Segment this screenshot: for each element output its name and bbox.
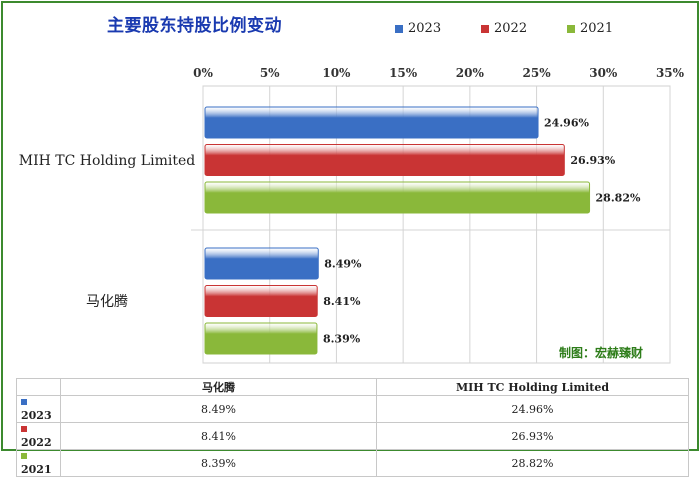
chart-title: 主要股东持股比例变动 (107, 16, 282, 36)
legend-label-2023: 2023 (408, 21, 442, 36)
x-tick-label: 15% (389, 66, 418, 80)
data-label: 8.49% (324, 258, 362, 271)
table-corner (16, 378, 61, 396)
legend: 2023 2022 2021 (395, 21, 653, 36)
data-table: 马化腾 MIH TC Holding Limited 2023 8.49% 24… (16, 378, 689, 477)
data-label: 8.41% (323, 295, 361, 308)
bar (204, 285, 318, 317)
legend-item-2023: 2023 (395, 21, 481, 36)
table-row-label: 2023 (16, 395, 61, 423)
bar (204, 181, 591, 214)
table-cell: 26.93% (376, 422, 689, 450)
bar (204, 247, 319, 280)
table-row-label: 2022 (16, 422, 61, 450)
data-label: 24.96% (544, 117, 589, 130)
table-row-year: 2022 (21, 436, 52, 449)
legend-swatch-2022 (481, 24, 489, 33)
table-cell: 8.49% (60, 395, 377, 423)
table-cell: 28.82% (376, 449, 689, 477)
x-tick-label: 25% (523, 66, 552, 80)
table-row-label: 2021 (16, 449, 61, 477)
data-label: 28.82% (596, 192, 641, 205)
x-tick-label: 0% (193, 66, 213, 80)
table-row-year: 2021 (21, 463, 52, 476)
category-label: 马化腾 (86, 293, 128, 310)
table-cell: 8.41% (60, 422, 377, 450)
x-tick-label: 30% (589, 66, 618, 80)
x-tick-label: 5% (260, 66, 280, 80)
x-tick-label: 10% (322, 66, 351, 80)
table-row: 2021 8.39% 28.82% (16, 449, 689, 477)
data-label: 26.93% (570, 154, 615, 167)
table-row: 2023 8.49% 24.96% (16, 395, 689, 423)
table-header-cell: 马化腾 (60, 378, 377, 396)
bar-chart: 0% 5% 10% 15% 20% 25% 30% 35% MIH TC Holding Lim… (19, 66, 685, 364)
legend-label-2022: 2022 (494, 21, 528, 36)
table-cell: 24.96% (376, 395, 689, 423)
row-swatch (21, 453, 27, 459)
legend-swatch-2023 (395, 24, 403, 33)
legend-swatch-2021 (567, 24, 575, 33)
row-swatch (21, 399, 27, 405)
legend-item-2022: 2022 (481, 21, 567, 36)
credit-text: 制图：宏赫臻财 (559, 346, 644, 360)
row-swatch (21, 426, 27, 432)
legend-item-2021: 2021 (567, 21, 653, 36)
table-header-row: 马化腾 MIH TC Holding Limited (16, 378, 689, 396)
table-row: 2022 8.41% 26.93% (16, 422, 689, 450)
table-header-cell: MIH TC Holding Limited (376, 378, 689, 396)
bar (204, 322, 318, 355)
table-cell: 8.39% (60, 449, 377, 477)
x-tick-label: 20% (456, 66, 485, 80)
table-row-year: 2023 (21, 409, 52, 422)
x-tick-label: 35% (656, 66, 685, 80)
bar (204, 106, 539, 139)
category-label: MIH TC Holding Limited (19, 153, 195, 169)
bar (204, 144, 565, 176)
data-label: 8.39% (323, 333, 361, 346)
legend-label-2021: 2021 (580, 21, 614, 36)
